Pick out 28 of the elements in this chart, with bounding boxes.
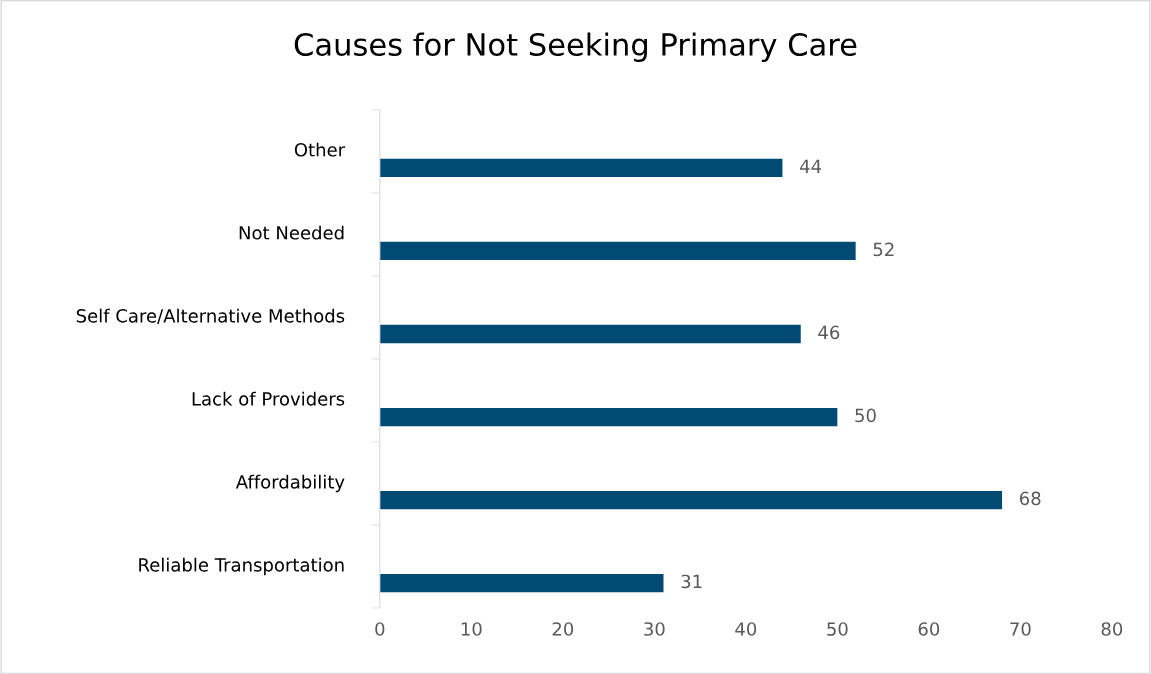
x-tick-label: 20: [552, 622, 574, 636]
bar: [379, 490, 1003, 510]
x-tick-label: 0: [375, 622, 385, 636]
x-tick-label: 30: [644, 622, 665, 636]
x-tick-label: 50: [827, 622, 848, 636]
data-label: 68: [1019, 491, 1041, 506]
data-label: 52: [873, 242, 894, 257]
y-tick-label: Self Care/Alternative Methods: [76, 308, 345, 325]
data-label: 31: [681, 574, 702, 589]
y-tick-label: Other: [294, 142, 346, 157]
bar: [379, 407, 838, 427]
data-label: 50: [855, 408, 876, 423]
bar: [379, 324, 801, 344]
bar: [379, 573, 664, 593]
data-label: 44: [800, 159, 822, 173]
data-label: 46: [818, 325, 840, 340]
x-tick-label: 10: [461, 622, 482, 636]
x-tick-label: 70: [1010, 622, 1031, 636]
x-tick-label: 40: [735, 622, 757, 636]
x-tick-label: 80: [1101, 622, 1123, 636]
x-tick-label: 60: [918, 622, 940, 636]
bar: [379, 158, 783, 178]
y-tick-label: Reliable Transportation: [139, 557, 344, 576]
y-tick-label: Affordability: [235, 474, 345, 493]
y-tick-label: Not Needed: [239, 225, 344, 240]
chart-title: Causes for Not Seeking Primary Care: [294, 32, 857, 62]
bar: [379, 241, 856, 261]
y-tick-label: Lack of Providers: [192, 391, 345, 406]
